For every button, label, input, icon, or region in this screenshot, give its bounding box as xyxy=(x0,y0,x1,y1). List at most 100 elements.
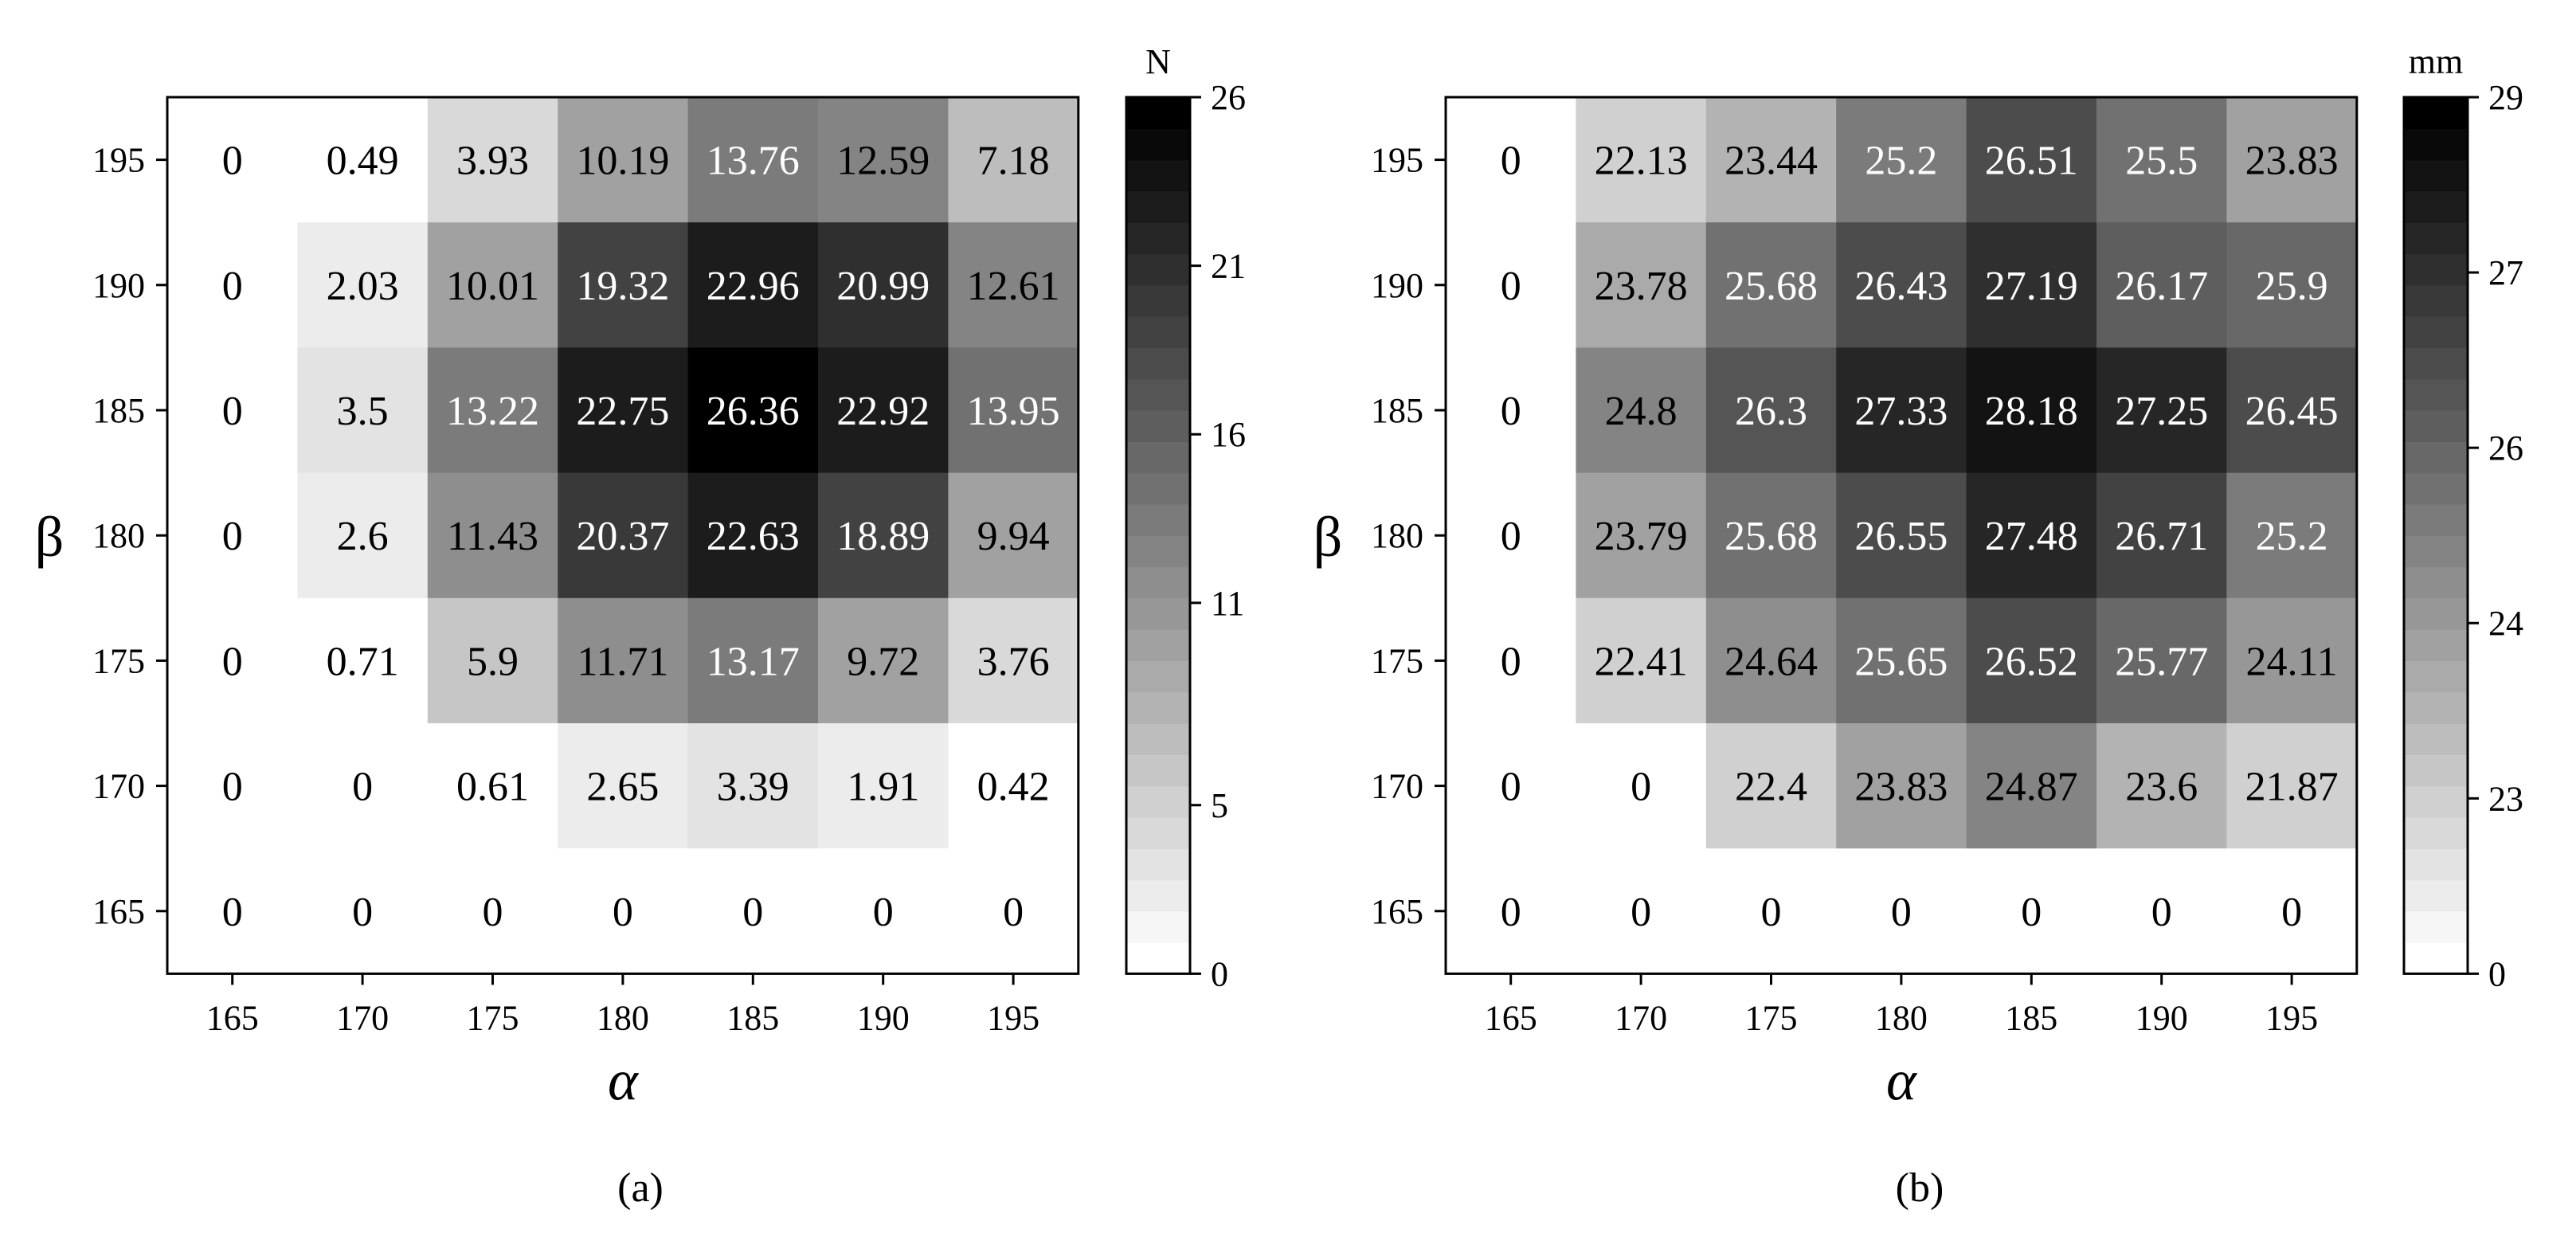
cell-value-label: 23.6 xyxy=(2125,765,2198,810)
heatmap-cell xyxy=(1705,723,1837,849)
colorbar-segment xyxy=(2404,816,2468,849)
cell-value-label: 0 xyxy=(483,890,503,935)
heatmap-cell xyxy=(687,723,819,849)
cell-value-label: 26.55 xyxy=(1854,514,1948,559)
cell-value-label: 12.59 xyxy=(836,139,930,184)
cell-value-label: 0 xyxy=(1501,890,1521,935)
heatmap-cell xyxy=(818,347,949,474)
cell-value-label: 23.78 xyxy=(1595,264,1688,309)
x-tick-label: 190 xyxy=(857,998,910,1037)
colorbar-segment xyxy=(2404,253,2468,286)
colorbar-segment xyxy=(1126,754,1190,787)
cell-value-label: 22.63 xyxy=(707,514,800,559)
colorbar-segment xyxy=(1126,816,1190,849)
colorbar-segment xyxy=(2404,128,2468,161)
cell-value-label: 26.17 xyxy=(2115,264,2208,309)
cell-value-label: 3.93 xyxy=(456,139,529,184)
cell-value-label: 20.37 xyxy=(576,514,669,559)
heatmap-cell xyxy=(1576,472,1707,599)
heatmap-cell xyxy=(297,723,429,849)
y-tick-label: 165 xyxy=(1371,892,1423,931)
heatmap-cell xyxy=(687,222,819,348)
colorbar-segment xyxy=(1126,723,1190,755)
heatmap-cell xyxy=(948,597,1079,724)
colorbar-segment xyxy=(2404,942,2468,974)
colorbar-segment xyxy=(1126,253,1190,286)
colorbar-segment xyxy=(2404,754,2468,787)
cell-value-label: 10.19 xyxy=(576,139,669,184)
cell-value-label: 0 xyxy=(222,389,243,434)
heatmap-cell xyxy=(948,222,1079,348)
heatmap-cell xyxy=(687,347,819,474)
cell-value-label: 0 xyxy=(222,765,243,810)
heatmap-cell xyxy=(1446,723,1576,849)
x-tick-label: 170 xyxy=(336,998,389,1037)
cell-value-label: 3.76 xyxy=(977,639,1050,684)
colorbar-tick-label: 0 xyxy=(2488,954,2506,993)
y-tick-label: 195 xyxy=(92,141,145,180)
colorbar-tick-label: 23 xyxy=(2488,779,2523,818)
colorbar-segment xyxy=(1126,284,1190,317)
cell-value-label: 25.65 xyxy=(1854,639,1948,684)
heatmap-cell xyxy=(2226,472,2358,599)
cell-value-label: 1.91 xyxy=(847,765,919,810)
x-tick-label: 165 xyxy=(1485,998,1537,1037)
cell-value-label: 3.5 xyxy=(337,389,389,434)
colorbar-segment xyxy=(2404,159,2468,192)
colorbar-tick-label: 0 xyxy=(1211,954,1228,993)
cell-value-label: 25.5 xyxy=(2125,139,2198,184)
colorbar-segment xyxy=(2404,660,2468,693)
cell-value-label: 27.48 xyxy=(1985,514,2078,559)
cell-value-label: 0 xyxy=(2151,890,2172,935)
colorbar-tick-label: 29 xyxy=(2488,78,2523,117)
heatmap-cell xyxy=(427,848,558,974)
colorbar-tick-label: 27 xyxy=(2488,253,2523,292)
colorbar-segment xyxy=(2404,535,2468,568)
cell-value-label: 24.64 xyxy=(1725,639,1818,684)
heatmap-cell xyxy=(167,97,298,223)
heatmap-cell xyxy=(818,472,949,599)
cell-value-label: 12.61 xyxy=(967,264,1060,309)
heatmap-cell xyxy=(1576,597,1707,724)
cell-value-label: 19.32 xyxy=(576,264,669,309)
heatmap-cell xyxy=(2096,222,2227,348)
cell-value-label: 13.76 xyxy=(707,139,800,184)
heatmap-cell xyxy=(1966,347,2097,474)
colorbar-segment xyxy=(2404,597,2468,630)
heatmap-cell xyxy=(167,472,298,599)
colorbar-segment xyxy=(2404,347,2468,380)
cell-value-label: 25.2 xyxy=(2256,514,2328,559)
colorbar-segment xyxy=(1126,942,1190,974)
cell-value-label: 23.83 xyxy=(1854,765,1948,810)
cell-value-label: 2.65 xyxy=(586,765,659,810)
heatmap-cell xyxy=(1836,347,1967,474)
heatmap-cell xyxy=(1705,848,1837,974)
heatmap-cell xyxy=(1966,848,2097,974)
heatmap-cell xyxy=(818,222,949,348)
colorbar-segment xyxy=(1126,597,1190,630)
colorbar-segment xyxy=(1126,316,1190,348)
cell-value-label: 18.89 xyxy=(836,514,930,559)
heatmap-cell xyxy=(2226,97,2358,223)
colorbar-tick-label: 11 xyxy=(1211,584,1244,623)
heatmap-cell xyxy=(1446,97,1576,223)
cell-value-label: 11.71 xyxy=(577,639,668,684)
heatmap-cell xyxy=(687,848,819,974)
colorbar-tick-label: 16 xyxy=(1211,415,1246,454)
colorbar-segment xyxy=(1126,472,1190,505)
heatmap-cell xyxy=(297,472,429,599)
y-axis-label: β xyxy=(35,505,65,569)
heatmap-cell xyxy=(687,597,819,724)
colorbar-segment xyxy=(2404,222,2468,255)
heatmap-cell xyxy=(1836,97,1967,223)
cell-value-label: 0 xyxy=(1501,639,1521,684)
cell-value-label: 26.43 xyxy=(1854,264,1948,309)
heatmap-cell xyxy=(427,222,558,348)
heatmap-cell xyxy=(2226,723,2358,849)
cell-value-label: 0 xyxy=(1501,389,1521,434)
heatmap-cell xyxy=(558,848,689,974)
y-tick-label: 180 xyxy=(92,516,145,555)
cell-value-label: 0 xyxy=(1501,765,1521,810)
cell-value-label: 26.45 xyxy=(2245,389,2339,434)
heatmap-cell xyxy=(1836,848,1967,974)
